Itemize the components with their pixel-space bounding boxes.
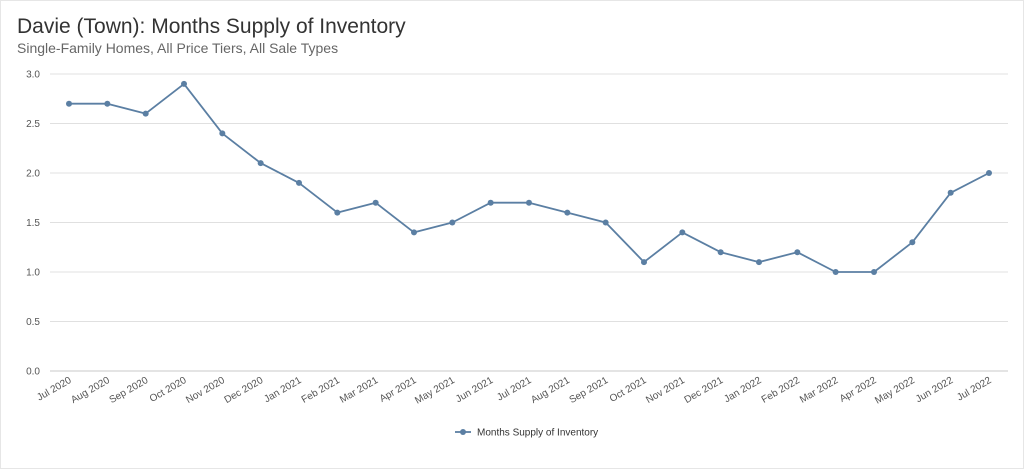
data-point [372, 199, 379, 206]
data-point [219, 130, 226, 137]
x-tick-label: Feb 2022 [760, 375, 802, 406]
x-tick-label: Oct 2021 [608, 375, 649, 405]
data-point [411, 229, 417, 236]
x-tick-label: Jul 2021 [495, 375, 534, 404]
x-tick-label: Aug 2021 [529, 375, 572, 406]
x-tick-label: Aug 2020 [69, 375, 112, 406]
x-tick-label: Jun 2021 [454, 375, 496, 405]
x-tick-label: Apr 2022 [838, 375, 879, 405]
x-tick-label: Oct 2020 [148, 375, 189, 405]
data-point [104, 100, 111, 107]
x-tick-label: Sep 2020 [108, 375, 151, 406]
y-tick-label: 2.5 [26, 119, 40, 130]
x-tick-label: Jul 2020 [35, 375, 74, 404]
x-tick-label: Sep 2021 [568, 375, 611, 406]
data-point [564, 209, 571, 216]
data-point [909, 239, 916, 246]
data-point [641, 259, 647, 266]
chart-subtitle: Single-Family Homes, All Price Tiers, Al… [17, 40, 339, 56]
chart-title: Davie (Town): Months Supply of Inventory [17, 15, 406, 38]
data-point [487, 199, 494, 206]
y-tick-label: 3.0 [26, 70, 40, 81]
y-tick-label: 0.5 [26, 317, 40, 328]
x-tick-label: Apr 2021 [378, 375, 419, 405]
x-tick-label: Feb 2021 [300, 375, 342, 406]
y-tick-label: 1.0 [26, 268, 40, 279]
data-point [832, 269, 839, 275]
legend-label: Months Supply of Inventory [477, 428, 598, 439]
x-tick-label: Dec 2021 [683, 375, 726, 406]
data-point [296, 179, 302, 186]
x-tick-label: Jan 2022 [722, 375, 764, 405]
x-tick-label: May 2021 [413, 375, 457, 407]
data-point [794, 249, 801, 256]
data-point [526, 199, 532, 206]
data-point [871, 269, 877, 275]
x-tick-label: Jul 2022 [955, 375, 994, 404]
x-tick-label: May 2022 [873, 375, 917, 407]
x-tick-label: Jan 2021 [262, 375, 304, 405]
data-point [717, 249, 724, 256]
x-tick-label: Jun 2022 [914, 375, 956, 405]
data-point [449, 219, 456, 226]
data-point [66, 100, 72, 107]
data-point [257, 160, 264, 167]
x-tick-label: Mar 2022 [798, 375, 840, 406]
data-point [986, 170, 992, 176]
x-tick-label: Dec 2020 [223, 375, 266, 406]
data-point [142, 110, 149, 117]
y-tick-label: 2.0 [26, 169, 40, 180]
y-tick-label: 1.5 [26, 218, 40, 229]
x-tick-label: Mar 2021 [338, 375, 380, 406]
x-tick-label: Nov 2020 [184, 375, 227, 406]
data-point [756, 259, 762, 266]
series-line [69, 83, 990, 273]
data-point [602, 219, 609, 226]
data-point [679, 229, 686, 236]
data-point [334, 209, 341, 216]
legend-swatch-marker [460, 429, 466, 435]
x-tick-label: Nov 2021 [644, 375, 687, 406]
data-point [947, 189, 954, 196]
y-tick-label: 0.0 [26, 367, 40, 378]
data-point [181, 80, 187, 87]
